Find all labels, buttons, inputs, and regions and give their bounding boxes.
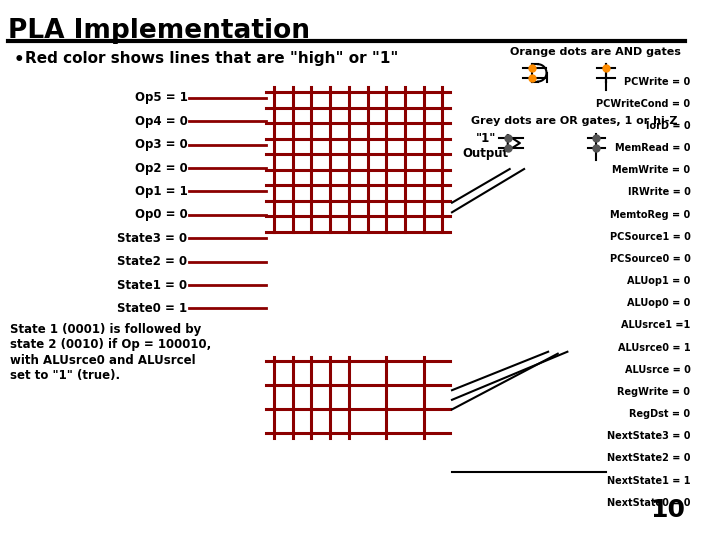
Text: ALUop1 = 0: ALUop1 = 0 bbox=[627, 276, 690, 286]
Text: PCSource0 = 0: PCSource0 = 0 bbox=[610, 254, 690, 264]
Text: "1": "1" bbox=[476, 132, 496, 145]
Text: Op4 = 0: Op4 = 0 bbox=[135, 115, 187, 128]
Text: Output: Output bbox=[462, 147, 509, 160]
Text: NextState2 = 0: NextState2 = 0 bbox=[607, 454, 690, 463]
Text: Orange dots are AND gates: Orange dots are AND gates bbox=[510, 47, 680, 57]
Text: Op3 = 0: Op3 = 0 bbox=[135, 138, 187, 151]
Text: State1 = 0: State1 = 0 bbox=[117, 279, 187, 292]
Text: NextState0 = 0: NextState0 = 0 bbox=[607, 498, 690, 508]
Text: Op2 = 0: Op2 = 0 bbox=[135, 161, 187, 174]
Text: RegWrite = 0: RegWrite = 0 bbox=[618, 387, 690, 397]
Text: MemtoReg = 0: MemtoReg = 0 bbox=[611, 210, 690, 220]
Text: IRWrite = 0: IRWrite = 0 bbox=[628, 187, 690, 197]
Text: PCWriteCond = 0: PCWriteCond = 0 bbox=[596, 99, 690, 109]
Text: PCSource1 = 0: PCSource1 = 0 bbox=[610, 232, 690, 242]
Text: State 1 (0001) is followed by: State 1 (0001) is followed by bbox=[9, 323, 201, 336]
Text: MemWrite = 0: MemWrite = 0 bbox=[612, 165, 690, 175]
Text: RegDst = 0: RegDst = 0 bbox=[629, 409, 690, 419]
Text: ALUsrce0 = 1: ALUsrce0 = 1 bbox=[618, 342, 690, 353]
Text: NextState1 = 1: NextState1 = 1 bbox=[607, 476, 690, 485]
Text: Red color shows lines that are "high" or "1": Red color shows lines that are "high" or… bbox=[25, 51, 398, 66]
Text: with ALUsrce0 and ALUsrcel: with ALUsrce0 and ALUsrcel bbox=[9, 354, 195, 367]
Text: Op1 = 1: Op1 = 1 bbox=[135, 185, 187, 198]
Text: Op5 = 1: Op5 = 1 bbox=[135, 91, 187, 104]
Text: State3 = 0: State3 = 0 bbox=[117, 232, 187, 245]
Text: PLA Implementation: PLA Implementation bbox=[8, 18, 310, 44]
Text: State0 = 1: State0 = 1 bbox=[117, 302, 187, 315]
Text: MemRead = 0: MemRead = 0 bbox=[615, 143, 690, 153]
Text: IorD = 0: IorD = 0 bbox=[646, 121, 690, 131]
Text: NextState3 = 0: NextState3 = 0 bbox=[607, 431, 690, 441]
Text: ALUsrce = 0: ALUsrce = 0 bbox=[625, 364, 690, 375]
Text: PCWrite = 0: PCWrite = 0 bbox=[624, 77, 690, 86]
Text: 10: 10 bbox=[649, 498, 685, 522]
Text: set to "1" (true).: set to "1" (true). bbox=[9, 369, 120, 382]
Text: Op0 = 0: Op0 = 0 bbox=[135, 208, 187, 221]
Text: State2 = 0: State2 = 0 bbox=[117, 255, 187, 268]
Text: state 2 (0010) if Op = 100010,: state 2 (0010) if Op = 100010, bbox=[9, 338, 211, 352]
Text: •: • bbox=[14, 51, 24, 69]
Text: ALUop0 = 0: ALUop0 = 0 bbox=[627, 298, 690, 308]
Text: ALUsrce1 =1: ALUsrce1 =1 bbox=[621, 320, 690, 330]
Text: Grey dots are OR gates, 1 or hi-Z: Grey dots are OR gates, 1 or hi-Z bbox=[471, 116, 678, 126]
